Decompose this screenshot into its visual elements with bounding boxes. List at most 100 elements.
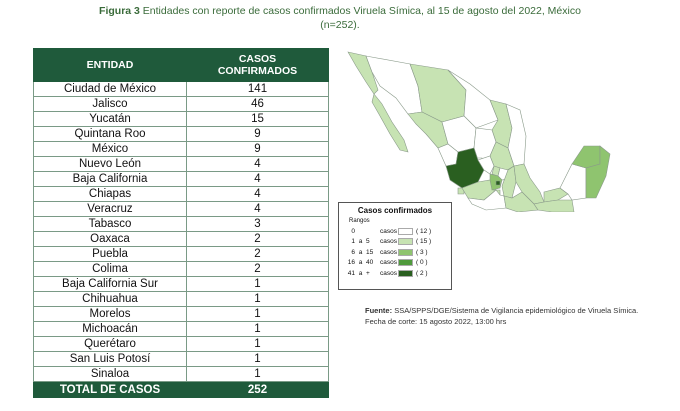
cell-entity: San Luis Potosí	[33, 351, 187, 367]
legend-swatch	[398, 238, 413, 246]
legend-count: ( 15 )	[416, 238, 432, 246]
cell-cases: 4	[186, 186, 329, 202]
legend-unit: casos	[380, 269, 397, 277]
cell-cases: 141	[186, 81, 329, 97]
legend-rows: 0 casos( 12 ) 1 a 5 casos( 15 ) 6 a 15 casos( 3 )…	[343, 226, 447, 279]
legend-from: 1	[351, 238, 355, 246]
cell-cases: 1	[186, 306, 329, 322]
cell-cases: 1	[186, 366, 329, 382]
table-row: Querétaro 1	[33, 336, 329, 352]
legend-row: 1 a 5 casos ( 15 )	[343, 237, 447, 248]
legend-row: 16 a 40 casos ( 0 )	[343, 258, 447, 269]
state-coahuila	[447, 69, 499, 129]
state-ciudad-de-mexico	[495, 180, 501, 186]
cell-cases: 9	[186, 126, 329, 142]
table-row: Puebla 2	[33, 246, 329, 262]
figure-n: (n=252).	[320, 19, 360, 31]
cell-entity: México	[33, 141, 187, 157]
cell-cases: 4	[186, 171, 329, 187]
table-row: San Luis Potosí 1	[33, 351, 329, 367]
legend-sep: a	[358, 238, 363, 246]
legend-from: 41	[347, 269, 355, 277]
header-entity: ENTIDAD	[33, 48, 187, 82]
table-row: Chiapas 4	[33, 186, 329, 202]
cell-entity: Quintana Roo	[33, 126, 187, 142]
table-row: Yucatán 15	[33, 111, 329, 127]
source-label: Fuente:	[365, 306, 393, 315]
cell-entity: Michoacán	[33, 321, 187, 337]
table-row: Veracruz 4	[33, 201, 329, 217]
cell-cases: 2	[186, 261, 329, 277]
state-guanajuato	[477, 155, 495, 175]
legend-row: 41 a + casos ( 2 )	[343, 268, 447, 279]
cell-entity: Colima	[33, 261, 187, 277]
cell-entity: Sinaloa	[33, 366, 187, 382]
cell-entity: Chiapas	[33, 186, 187, 202]
state-tabasco	[543, 187, 569, 203]
cell-entity: Puebla	[33, 246, 187, 262]
table-row: Sinaloa 1	[33, 366, 329, 382]
state-baja-california-sur	[371, 93, 409, 153]
legend-unit: casos	[380, 248, 397, 256]
table-row: Morelos 1	[33, 306, 329, 322]
legend-row: 6 a 15 casos ( 3 )	[343, 247, 447, 258]
legend-count: ( 2 )	[416, 269, 428, 277]
table-row: México 9	[33, 141, 329, 157]
header-cases-text: CASOS CONFIRMADOS	[217, 53, 298, 77]
cell-cases: 46	[186, 96, 329, 112]
source-text: SSA/SPPS/DGE/Sistema de Vigilancia epide…	[365, 306, 639, 326]
cell-entity: Yucatán	[33, 111, 187, 127]
table-row: Chihuahua 1	[33, 291, 329, 307]
cell-cases: 4	[186, 201, 329, 217]
figure-title: Figura 3 Entidades con reporte de casos …	[30, 4, 650, 32]
legend-from: 0	[351, 227, 355, 235]
cell-cases: 9	[186, 141, 329, 157]
map-legend: Casos confirmados Rangos 0 casos( 12 ) 1 a 5…	[338, 202, 452, 290]
legend-count: ( 0 )	[416, 259, 428, 267]
table-row: Oaxaca 2	[33, 231, 329, 247]
table-row: Baja California 4	[33, 171, 329, 187]
state-quintana-roo	[585, 145, 611, 199]
legend-unit: casos	[380, 227, 397, 235]
cell-cases: 1	[186, 351, 329, 367]
total-row: TOTAL DE CASOS 252	[33, 381, 329, 398]
cell-entity: Morelos	[33, 306, 187, 322]
table-header-row: ENTIDAD CASOS CONFIRMADOS	[33, 48, 329, 82]
legend-unit: casos	[380, 259, 397, 267]
cell-cases: 15	[186, 111, 329, 127]
cell-cases: 2	[186, 231, 329, 247]
cell-entity: Baja California	[33, 171, 187, 187]
source-note: Fuente: SSA/SPPS/DGE/Sistema de Vigilanc…	[365, 305, 650, 327]
cell-cases: 3	[186, 216, 329, 232]
table-row: Tabasco 3	[33, 216, 329, 232]
legend-to: 40	[366, 259, 374, 267]
cell-cases: 1	[186, 336, 329, 352]
legend-sep: a	[358, 259, 363, 267]
figure-title-text: Entidades con reporte de casos confirmad…	[142, 5, 581, 17]
legend-sep: a	[358, 269, 363, 277]
legend-count: ( 12 )	[416, 227, 432, 235]
state-yucatan	[571, 145, 601, 169]
legend-title: Casos confirmados	[357, 206, 433, 215]
table-row: Ciudad de México 141	[33, 81, 329, 97]
legend-swatch	[398, 227, 413, 235]
legend-sep: a	[358, 248, 363, 256]
cell-entity: Baja California Sur	[33, 276, 187, 292]
legend-from: 16	[347, 259, 355, 267]
legend-row: 0 casos ( 12 )	[343, 226, 447, 237]
cell-entity: Chihuahua	[33, 291, 187, 307]
table-row: Baja California Sur 1	[33, 276, 329, 292]
figure-label: Figura 3	[99, 5, 140, 17]
mexico-map	[347, 51, 611, 212]
cell-cases: 1	[186, 276, 329, 292]
legend-to: +	[366, 269, 370, 277]
table-row: Quintana Roo 9	[33, 126, 329, 142]
cases-table: ENTIDAD CASOS CONFIRMADOS Ciudad de Méxi…	[33, 48, 329, 398]
cell-entity: Oaxaca	[33, 231, 187, 247]
legend-to: 5	[366, 238, 370, 246]
legend-swatch	[398, 248, 413, 256]
table-row: Nuevo León 4	[33, 156, 329, 172]
table-row: Michoacán 1	[33, 321, 329, 337]
total-value: 252	[186, 381, 329, 398]
legend-subtitle: Rangos	[349, 218, 370, 224]
